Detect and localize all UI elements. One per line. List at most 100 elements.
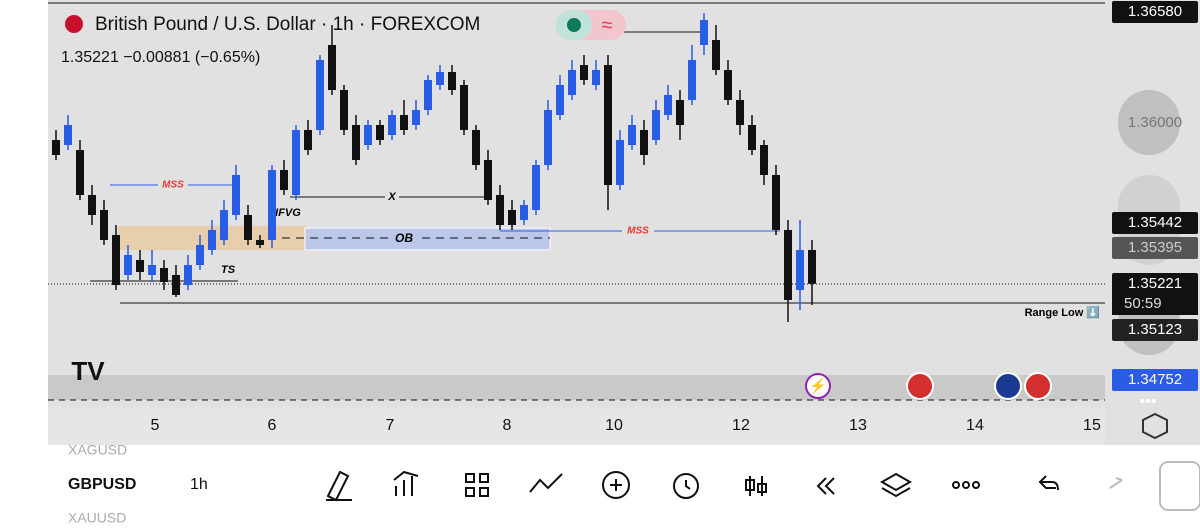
candle-body [724, 70, 732, 100]
price-label: 1.35221 [1128, 275, 1182, 292]
candle-body [676, 100, 684, 125]
label-bg [390, 231, 418, 245]
more-icon[interactable]: ••• [1140, 393, 1157, 410]
us-event[interactable] [1024, 372, 1052, 400]
ob-box [304, 227, 551, 251]
candle-body [136, 260, 144, 272]
price-label: 1.35123 [1128, 321, 1182, 338]
candle-body [112, 235, 120, 285]
price-label: 1.34752 [1128, 371, 1182, 388]
uk-event[interactable] [994, 372, 1022, 400]
annotation: OB [395, 231, 413, 245]
price-tag [1112, 369, 1198, 391]
x-tick-label: 10 [605, 417, 623, 434]
candle-body [400, 115, 408, 130]
annotation: MSS [627, 226, 649, 237]
quote: 1.35221 −0.00881 (−0.65%) [61, 49, 260, 66]
settings-icon[interactable] [1142, 412, 1168, 440]
candle-body [244, 215, 252, 240]
candle-body [652, 110, 660, 140]
interval[interactable]: 1h [190, 476, 208, 493]
candle-body [712, 40, 720, 70]
undo[interactable] [1038, 475, 1059, 491]
candle-body [520, 205, 528, 220]
candle-body [808, 250, 816, 284]
annotation: IFVG [275, 207, 301, 219]
candle-body [508, 210, 516, 225]
event-icon: ⚡ [809, 378, 826, 395]
candle-body [532, 165, 540, 210]
candle-body [268, 170, 276, 240]
time-axis [48, 408, 1105, 445]
x-tick-label: 14 [966, 417, 984, 434]
candle-body [628, 125, 636, 145]
candle-body [184, 265, 192, 285]
annotation: Range Low ⬇️ [1025, 306, 1101, 319]
add[interactable] [602, 471, 630, 499]
price-tag [1112, 293, 1198, 315]
event-icon[interactable] [805, 373, 831, 399]
draw-tool[interactable] [326, 470, 352, 502]
price-tag [1112, 319, 1198, 341]
price-labels: 1.36580 1.36000 1.35442 1.35395 1.35221 1.351… [1112, 1, 1198, 391]
candle-body [736, 100, 744, 125]
chart-type[interactable] [745, 476, 767, 496]
candle-body [496, 195, 504, 225]
candle-body [760, 145, 768, 175]
countdown: 50:59 [1124, 295, 1162, 312]
symbol-next[interactable]: XAUUSD [68, 510, 126, 526]
candle-body [796, 250, 804, 290]
toolbar-icons [326, 461, 1200, 511]
symbol[interactable]: GBPUSD [68, 476, 136, 493]
candle-body [448, 72, 456, 90]
candle-body [700, 20, 708, 45]
price-tag [1112, 212, 1198, 234]
price-label: 1.36580 [1128, 3, 1182, 20]
indicators[interactable] [393, 470, 419, 496]
alert[interactable] [673, 473, 699, 499]
annotation: X [387, 191, 396, 203]
layers[interactable] [879, 472, 913, 498]
symbol-prev[interactable]: XAGUSD [68, 442, 127, 458]
candle-body [604, 65, 612, 185]
replay[interactable] [816, 477, 835, 495]
fullscreen[interactable] [1159, 461, 1200, 511]
x-tick-label: 8 [503, 417, 512, 434]
us-event[interactable] [906, 372, 934, 400]
candle-body [664, 95, 672, 115]
price-tag [1112, 237, 1198, 259]
candle-body [208, 230, 216, 250]
candle-body [232, 175, 240, 215]
candle-body [100, 210, 108, 240]
candle-body [196, 245, 204, 265]
more[interactable] [952, 481, 960, 489]
candle-body [352, 125, 360, 160]
label-bg [385, 191, 399, 203]
compare[interactable] [529, 473, 563, 493]
candle-body [280, 170, 288, 190]
candle-body [328, 45, 336, 90]
candle-body [316, 60, 324, 130]
title: British Pound / U.S. Dollar · 1h · FOREX… [95, 14, 480, 35]
candle-body [340, 90, 348, 130]
candle-body [436, 72, 444, 85]
label-bg [158, 179, 188, 191]
layout[interactable] [465, 473, 489, 497]
label-bg [622, 225, 654, 237]
redo[interactable] [1109, 477, 1123, 489]
annotation: MSS [162, 180, 184, 191]
x-tick-label: 7 [386, 417, 395, 434]
candle-body [388, 115, 396, 135]
price-tag [1112, 1, 1198, 23]
status-icon: ≈ [602, 14, 613, 36]
candle-body [484, 160, 492, 200]
mute-button[interactable] [1118, 90, 1180, 155]
candle-body [64, 125, 72, 145]
candle-body [364, 125, 372, 145]
candle-body [616, 140, 624, 185]
price-label: 1.35442 [1128, 214, 1182, 231]
candle-body [76, 150, 84, 195]
events-band [48, 375, 1105, 400]
